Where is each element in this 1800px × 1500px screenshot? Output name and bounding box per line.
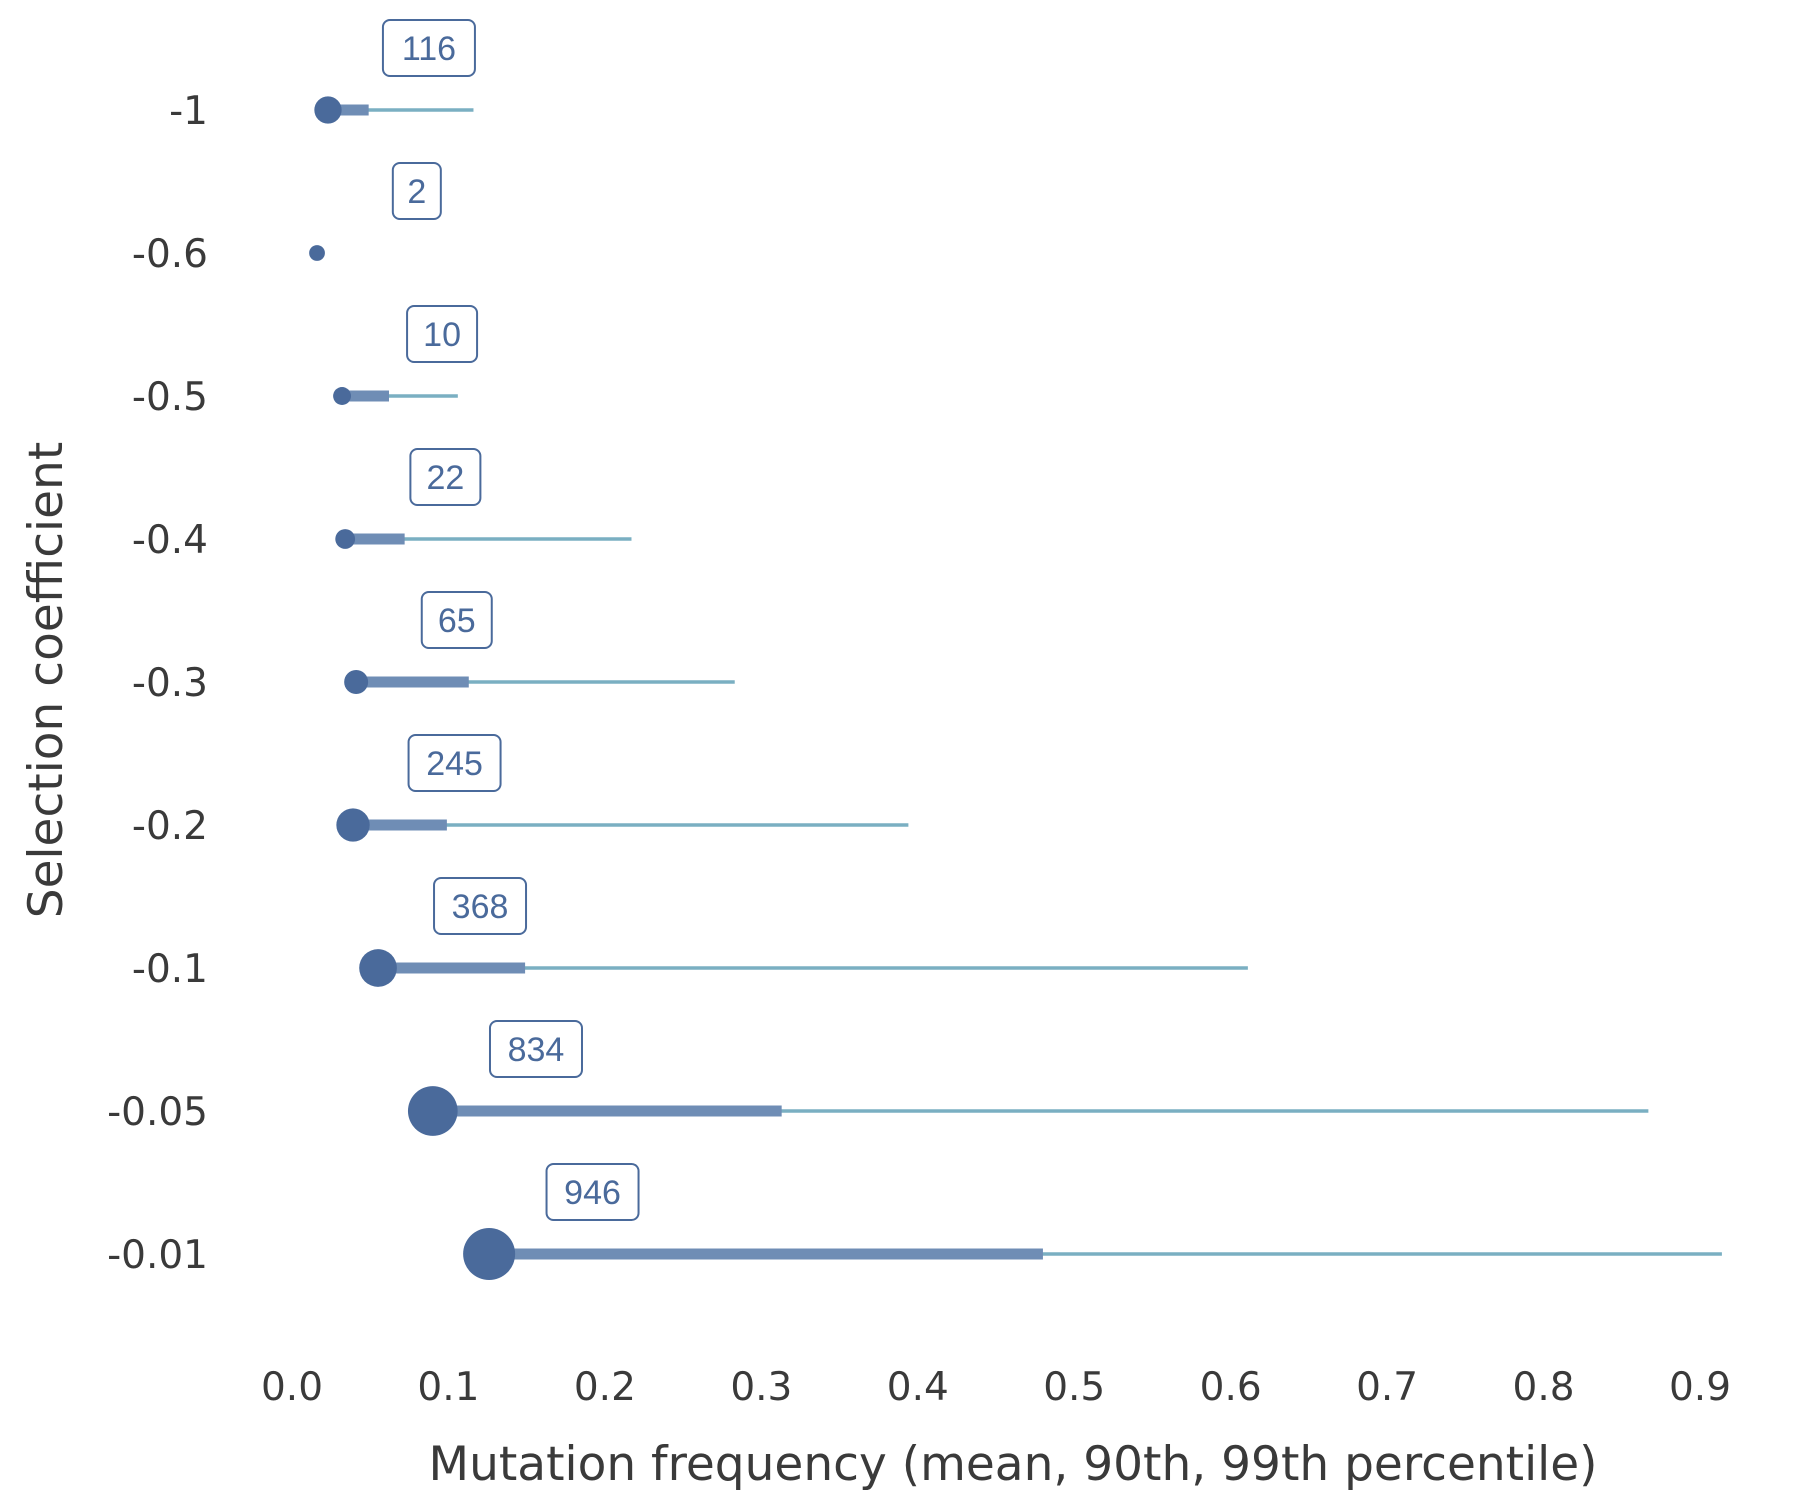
y-tick-label: -0.05 (107, 1090, 208, 1135)
y-tick-label: -0.5 (132, 375, 208, 420)
count-label-box (407, 734, 502, 792)
mean-point (314, 96, 342, 124)
x-tick-label: 0.5 (1043, 1365, 1105, 1410)
x-axis: 0.0 0.1 0.2 0.3 0.4 0.5 0.6 0.7 0.8 0.9 (261, 1365, 1731, 1410)
count-label: 116 (402, 30, 456, 68)
count-label: 368 (452, 888, 509, 926)
count-label: 834 (508, 1031, 565, 1069)
count-label: 946 (564, 1174, 621, 1212)
y-tick-label: -0.4 (132, 518, 208, 563)
y-tick-label: -0.2 (132, 804, 208, 849)
mean-point (333, 387, 352, 405)
marks-layer: 116 2 10 22 65 245 368 834 946 (309, 19, 1722, 1280)
mean-point (344, 670, 369, 694)
row--0.05: 834 (407, 1020, 1649, 1136)
x-tick-label: 0.8 (1513, 1365, 1575, 1410)
count-label-box (545, 1163, 640, 1221)
count-label: 65 (438, 602, 476, 640)
y-tick-label: -1 (169, 89, 208, 134)
row--0.5: 10 (333, 305, 479, 405)
x-tick-label: 0.9 (1669, 1365, 1731, 1410)
count-label-box (409, 448, 482, 506)
mean-point (407, 1086, 458, 1136)
row--0.1: 368 (359, 877, 1248, 987)
mean-point (359, 949, 397, 987)
row--1: 116 (314, 19, 476, 124)
count-label-box (406, 305, 479, 363)
mean-point (463, 1228, 516, 1280)
y-tick-label: -0.1 (132, 947, 208, 992)
x-tick-label: 0.3 (730, 1365, 792, 1410)
mean-point (336, 808, 370, 842)
y-tick-label: -0.6 (132, 232, 208, 277)
x-tick-label: 0.1 (417, 1365, 479, 1410)
count-label-box (433, 877, 528, 935)
y-tick-label: -0.01 (107, 1233, 208, 1278)
count-label-box (391, 162, 442, 220)
x-tick-label: 0.2 (574, 1365, 636, 1410)
x-axis-title: Mutation frequency (mean, 90th, 99th per… (429, 1437, 1598, 1492)
row--0.2: 245 (336, 734, 909, 842)
y-axis: -1 -0.6 -0.5 -0.4 -0.3 -0.2 -0.1 -0.05 -0.01 (107, 89, 208, 1278)
y-axis-title: Selection coefficient (19, 442, 74, 919)
x-tick-label: 0.0 (261, 1365, 323, 1410)
count-label: 10 (423, 316, 461, 354)
mean-point (309, 245, 325, 261)
count-label: 22 (426, 459, 464, 497)
count-label-box (488, 1020, 583, 1078)
mean-point (335, 529, 356, 549)
x-tick-label: 0.6 (1200, 1365, 1262, 1410)
x-tick-label: 0.4 (887, 1365, 949, 1410)
row--0.4: 22 (335, 448, 632, 549)
row--0.3: 65 (344, 591, 735, 694)
count-label: 2 (407, 173, 426, 211)
x-tick-label: 0.7 (1356, 1365, 1418, 1410)
y-tick-label: -0.3 (132, 661, 208, 706)
row--0.01: 946 (463, 1163, 1722, 1280)
row--0.6: 2 (309, 162, 442, 261)
count-label: 245 (426, 745, 483, 783)
count-label-box (381, 19, 476, 77)
count-label-box (420, 591, 493, 649)
